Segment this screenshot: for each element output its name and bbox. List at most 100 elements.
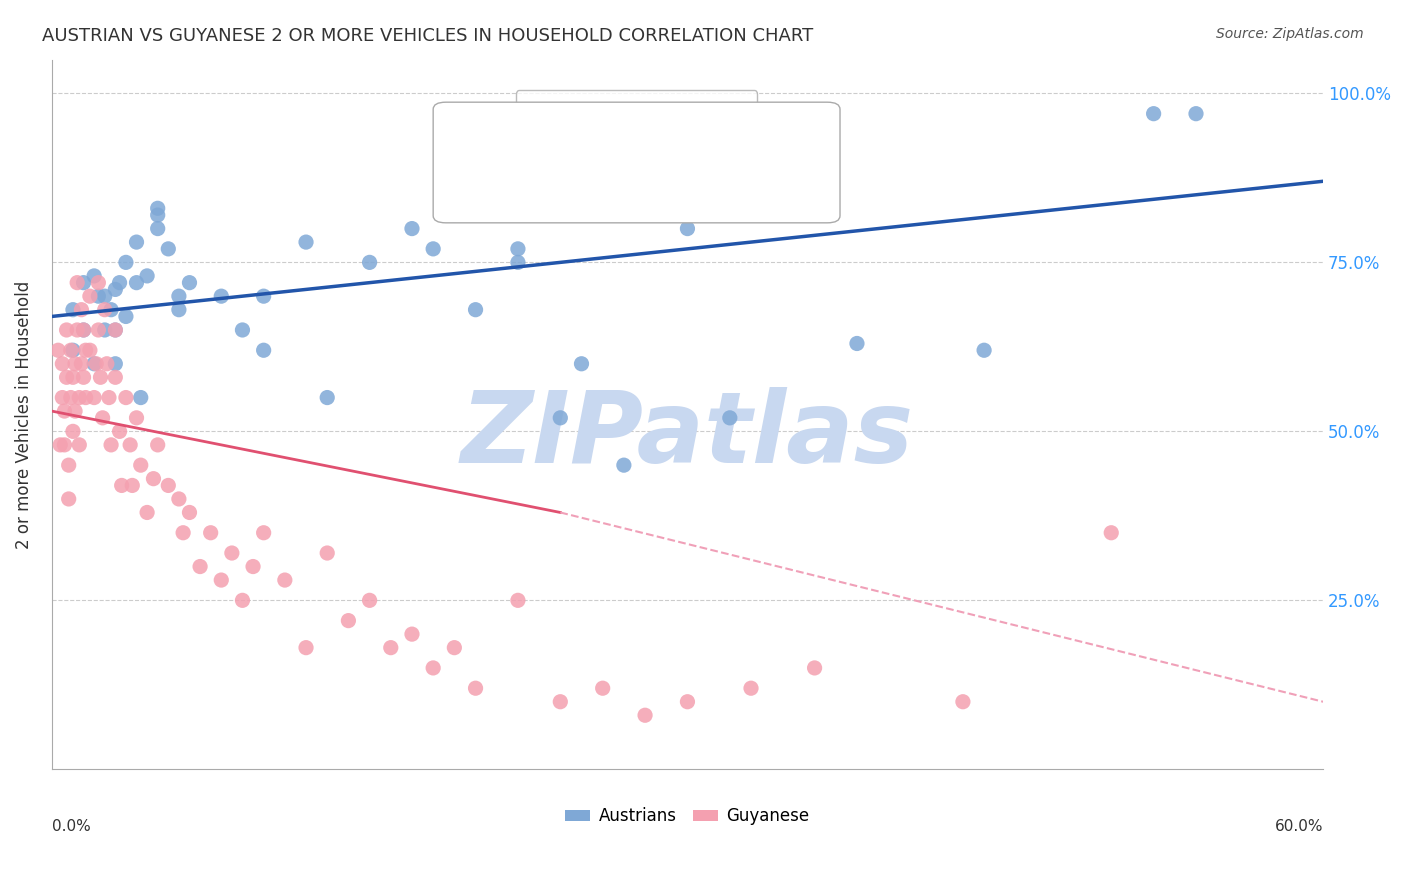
Austrians [83, 268, 105, 283]
Austrians [72, 276, 94, 290]
Austrians [104, 357, 127, 371]
Guyanese [70, 302, 93, 317]
Guyanese [188, 559, 211, 574]
Guyanese [634, 708, 657, 723]
Austrians [613, 458, 636, 472]
Austrians [125, 235, 148, 249]
Text: 0.0%: 0.0% [52, 819, 90, 834]
Austrians [136, 268, 159, 283]
Guyanese [464, 681, 486, 696]
Guyanese [84, 357, 107, 371]
Guyanese [53, 438, 76, 452]
Guyanese [66, 276, 89, 290]
Austrians [846, 336, 869, 351]
Text: Source: ZipAtlas.com: Source: ZipAtlas.com [1216, 27, 1364, 41]
Austrians [167, 302, 190, 317]
Austrians [104, 282, 127, 296]
Austrians [125, 276, 148, 290]
Guyanese [179, 506, 201, 520]
Austrians [422, 242, 444, 256]
Guyanese [51, 391, 73, 405]
Guyanese [87, 276, 110, 290]
Austrians [100, 302, 122, 317]
Austrians [506, 255, 529, 269]
Guyanese [55, 323, 77, 337]
Austrians [401, 221, 423, 235]
Austrians [108, 276, 131, 290]
Guyanese [401, 627, 423, 641]
Austrians [179, 276, 201, 290]
Guyanese [359, 593, 381, 607]
Austrians [1142, 106, 1164, 120]
Guyanese [51, 357, 73, 371]
Austrians [157, 242, 180, 256]
Y-axis label: 2 or more Vehicles in Household: 2 or more Vehicles in Household [15, 280, 32, 549]
Guyanese [221, 546, 243, 560]
Austrians [253, 343, 276, 358]
Austrians [316, 391, 339, 405]
Guyanese [83, 391, 105, 405]
Austrians [253, 289, 276, 303]
Austrians [93, 323, 115, 337]
Guyanese [62, 370, 84, 384]
Guyanese [337, 614, 360, 628]
Guyanese [129, 458, 152, 472]
Austrians [104, 323, 127, 337]
Guyanese [120, 438, 142, 452]
Guyanese [58, 458, 80, 472]
Guyanese [49, 438, 72, 452]
Guyanese [79, 343, 101, 358]
Guyanese [108, 425, 131, 439]
Guyanese [104, 370, 127, 384]
Austrians [231, 323, 253, 337]
Guyanese [63, 404, 86, 418]
Guyanese [550, 695, 572, 709]
Guyanese [1099, 525, 1122, 540]
Guyanese [146, 438, 169, 452]
Austrians [62, 302, 84, 317]
Guyanese [142, 472, 165, 486]
Guyanese [79, 289, 101, 303]
Guyanese [231, 593, 253, 607]
Guyanese [89, 370, 111, 384]
Guyanese [91, 410, 114, 425]
FancyBboxPatch shape [433, 103, 839, 223]
Guyanese [676, 695, 699, 709]
Austrians [146, 202, 169, 216]
Austrians [146, 208, 169, 222]
Guyanese [111, 478, 134, 492]
Austrians [129, 391, 152, 405]
Guyanese [75, 391, 97, 405]
Austrians [676, 221, 699, 235]
Guyanese [104, 323, 127, 337]
Austrians [718, 410, 741, 425]
Guyanese [55, 370, 77, 384]
Text: 60.0%: 60.0% [1275, 819, 1323, 834]
Guyanese [443, 640, 465, 655]
Guyanese [167, 491, 190, 506]
Guyanese [121, 478, 143, 492]
Austrians [295, 235, 318, 249]
Guyanese [380, 640, 402, 655]
Guyanese [100, 438, 122, 452]
Guyanese [295, 640, 318, 655]
Austrians [72, 323, 94, 337]
Guyanese [66, 323, 89, 337]
Guyanese [242, 559, 264, 574]
Guyanese [97, 391, 120, 405]
Guyanese [93, 302, 115, 317]
Austrians [550, 410, 572, 425]
Guyanese [740, 681, 762, 696]
Austrians [359, 255, 381, 269]
Guyanese [59, 343, 82, 358]
Guyanese [87, 323, 110, 337]
Guyanese [274, 573, 297, 587]
Guyanese [59, 391, 82, 405]
Guyanese [200, 525, 222, 540]
Guyanese [72, 323, 94, 337]
Austrians [83, 357, 105, 371]
Austrians [87, 289, 110, 303]
Guyanese [72, 370, 94, 384]
Austrians [93, 289, 115, 303]
Austrians [115, 255, 138, 269]
